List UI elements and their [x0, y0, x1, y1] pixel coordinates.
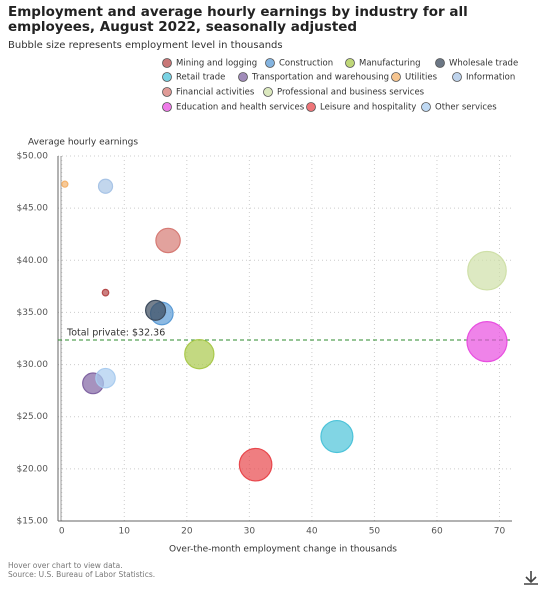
legend-label: Professional and business services	[277, 88, 425, 98]
bubble	[61, 180, 69, 188]
bubble	[97, 178, 114, 194]
legend-label: Education and health services	[176, 103, 305, 113]
x-tick-label: 20	[181, 527, 193, 537]
x-tick-label: 40	[306, 527, 318, 537]
legend-marker	[306, 102, 316, 112]
legend-label: Utilities	[405, 73, 438, 83]
legend-marker	[162, 58, 172, 68]
legend-marker	[435, 58, 445, 68]
y-tick-label: $25.00	[17, 412, 49, 422]
y-tick-label: $20.00	[17, 464, 49, 474]
download-arrow[interactable]	[524, 571, 538, 585]
y-tick-label: $15.00	[17, 517, 49, 527]
legend-marker	[345, 58, 355, 68]
x-tick-label: 50	[369, 527, 381, 537]
bubble	[320, 419, 354, 454]
note: Source: U.S. Bureau of Labor Statistics.	[8, 570, 155, 579]
bubble	[184, 338, 215, 370]
bubble	[467, 250, 507, 291]
x-axis-label: Over-the-month employment change in thou…	[169, 545, 397, 555]
x-tick-label: 30	[244, 527, 256, 537]
bubble	[101, 288, 110, 297]
x-tick-label: 10	[119, 527, 131, 537]
y-tick-label: $50.00	[17, 152, 49, 162]
y-tick-label: $40.00	[17, 256, 49, 266]
reference-label: Total private: $32.36	[66, 327, 165, 338]
legend-marker	[162, 102, 172, 112]
legend-marker	[263, 87, 273, 97]
y-tick-label: $30.00	[17, 360, 49, 370]
bubble	[95, 367, 116, 389]
y-tick-label: $45.00	[17, 204, 49, 214]
legend-marker	[391, 72, 401, 82]
y-axis-label: Average hourly earnings	[28, 138, 138, 148]
legend-label: Transportation and warehousing	[251, 73, 389, 83]
x-tick-label: 70	[494, 527, 506, 537]
legend-label: Mining and logging	[176, 59, 257, 69]
note: Hover over chart to view data.	[8, 561, 123, 570]
legend-marker	[452, 72, 462, 82]
legend-label: Retail trade	[176, 73, 225, 83]
legend-label: Financial activities	[176, 88, 255, 98]
legend-label: Leisure and hospitality	[320, 103, 416, 113]
bubble	[466, 321, 508, 363]
x-tick-label: 0	[59, 527, 65, 537]
legend-label: Wholesale trade	[449, 59, 518, 69]
chart-subtitle: Bubble size represents employment level …	[8, 40, 283, 51]
legend-marker	[162, 72, 172, 82]
legend-marker	[265, 58, 275, 68]
legend-label: Manufacturing	[359, 59, 421, 69]
bubble	[155, 227, 181, 254]
legend-marker	[162, 87, 172, 97]
x-tick-label: 60	[431, 527, 443, 537]
legend-marker	[421, 102, 431, 112]
legend-marker	[238, 72, 248, 82]
bubble	[238, 447, 273, 482]
legend-label: Construction	[279, 59, 333, 69]
legend-label: Other services	[435, 103, 497, 113]
bubble	[145, 299, 167, 321]
legend-label: Information	[466, 73, 515, 83]
download-icon[interactable]	[524, 571, 538, 585]
y-tick-label: $35.00	[17, 308, 49, 318]
chart-title: Employment and average hourly earnings b…	[8, 4, 472, 35]
